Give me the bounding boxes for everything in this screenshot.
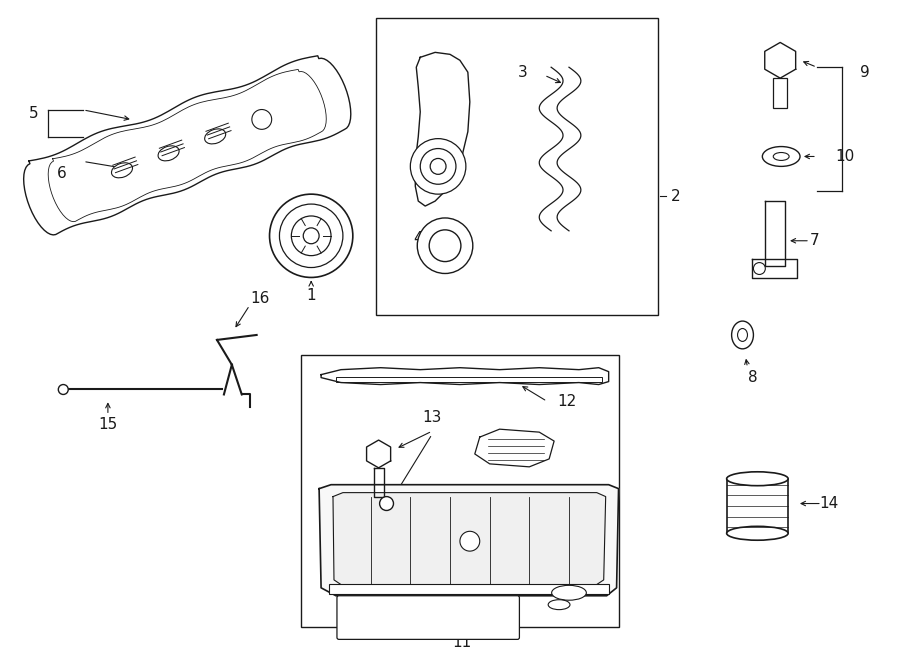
Circle shape bbox=[58, 385, 68, 395]
Polygon shape bbox=[415, 52, 470, 206]
Circle shape bbox=[292, 216, 331, 256]
Polygon shape bbox=[23, 56, 351, 235]
Polygon shape bbox=[475, 429, 554, 467]
Polygon shape bbox=[374, 468, 383, 496]
Polygon shape bbox=[320, 485, 618, 596]
Bar bbox=[329, 584, 608, 594]
Text: 10: 10 bbox=[835, 149, 854, 164]
Circle shape bbox=[380, 496, 393, 510]
Circle shape bbox=[252, 110, 272, 130]
Polygon shape bbox=[765, 201, 785, 266]
Circle shape bbox=[420, 149, 456, 184]
Ellipse shape bbox=[762, 147, 800, 167]
Ellipse shape bbox=[552, 586, 586, 600]
Text: 8: 8 bbox=[748, 370, 757, 385]
Circle shape bbox=[303, 228, 320, 244]
Ellipse shape bbox=[726, 526, 788, 540]
Text: 11: 11 bbox=[453, 635, 472, 650]
Text: 12: 12 bbox=[557, 394, 577, 409]
Bar bbox=[336, 377, 602, 381]
Text: 6: 6 bbox=[57, 166, 67, 181]
Circle shape bbox=[460, 531, 480, 551]
Circle shape bbox=[279, 204, 343, 268]
Polygon shape bbox=[726, 479, 788, 533]
Text: 9: 9 bbox=[860, 65, 869, 80]
Polygon shape bbox=[321, 368, 608, 385]
Ellipse shape bbox=[158, 146, 179, 161]
Polygon shape bbox=[333, 492, 606, 586]
Ellipse shape bbox=[548, 600, 570, 609]
Bar bbox=[302, 355, 618, 627]
Text: 16: 16 bbox=[250, 291, 269, 306]
Ellipse shape bbox=[738, 329, 748, 342]
Polygon shape bbox=[366, 440, 391, 468]
Circle shape bbox=[418, 218, 472, 274]
Circle shape bbox=[410, 139, 466, 194]
Bar bbox=[375, 18, 658, 315]
Circle shape bbox=[753, 262, 765, 274]
Text: 4: 4 bbox=[413, 231, 423, 247]
Text: 2: 2 bbox=[671, 188, 681, 204]
Circle shape bbox=[269, 194, 353, 278]
Text: 5: 5 bbox=[29, 106, 39, 122]
Ellipse shape bbox=[112, 163, 132, 178]
Circle shape bbox=[430, 159, 446, 175]
Bar bbox=[773, 78, 788, 108]
Ellipse shape bbox=[726, 472, 788, 486]
Ellipse shape bbox=[204, 129, 226, 144]
Text: 15: 15 bbox=[98, 416, 118, 432]
FancyBboxPatch shape bbox=[337, 596, 519, 639]
Circle shape bbox=[429, 230, 461, 262]
Text: 1: 1 bbox=[306, 288, 316, 303]
Ellipse shape bbox=[732, 321, 753, 349]
Polygon shape bbox=[752, 258, 797, 278]
Text: 14: 14 bbox=[819, 496, 839, 511]
Text: 7: 7 bbox=[810, 233, 820, 249]
Ellipse shape bbox=[773, 153, 789, 161]
Text: 3: 3 bbox=[518, 65, 527, 80]
Polygon shape bbox=[765, 42, 796, 78]
Text: 13: 13 bbox=[422, 410, 442, 425]
